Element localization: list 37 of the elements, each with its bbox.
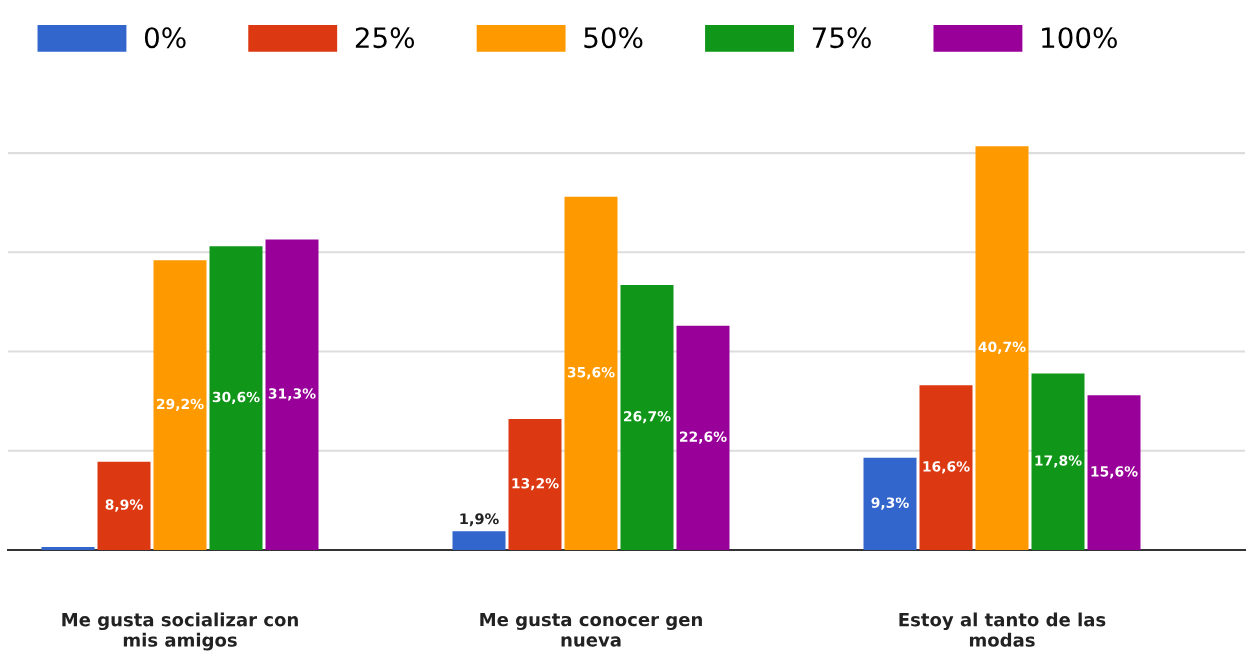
bar (41, 547, 95, 550)
legend-label: 100% (1042, 27, 1117, 49)
x-tick-label: Me gusta conocer gen nueva (480, 612, 702, 647)
legend-label: 25% (355, 27, 415, 49)
data-label: 9,3% (871, 497, 909, 510)
bar (620, 285, 674, 550)
data-label: 30,6% (212, 391, 260, 404)
data-label: 35,6% (567, 366, 615, 380)
bar (975, 146, 1029, 550)
data-label: 1,9% (460, 513, 499, 527)
legend-label: 50% (584, 27, 643, 49)
data-label: 16,6% (923, 461, 970, 474)
bar (265, 239, 319, 550)
data-label: 8,9% (105, 499, 143, 512)
bar (676, 325, 730, 550)
bar (919, 385, 973, 550)
data-label: 26,7% (624, 411, 671, 424)
bar (452, 531, 506, 550)
bar (564, 196, 618, 550)
x-tick-label: Me gusta socializar con mis amigos (62, 612, 298, 651)
bar (209, 246, 263, 550)
data-label: 31,3% (268, 388, 316, 401)
x-tick-label: Estoy al tanto de las modas (899, 612, 1106, 647)
bar (153, 260, 207, 550)
legend-label: 75% (812, 27, 871, 49)
bar (863, 457, 917, 550)
bar (508, 419, 562, 550)
bar (1031, 373, 1085, 550)
data-label: 22,6% (680, 431, 727, 444)
data-label: 29,2% (157, 398, 204, 411)
data-label: 13,2% (512, 478, 559, 491)
bar (97, 461, 151, 550)
data-label: 15,6% (1091, 466, 1138, 479)
data-label: 40,7% (978, 341, 1026, 354)
legend-label: 0% (144, 27, 186, 49)
data-label: 17,8% (1035, 455, 1082, 468)
bar (1087, 395, 1141, 550)
